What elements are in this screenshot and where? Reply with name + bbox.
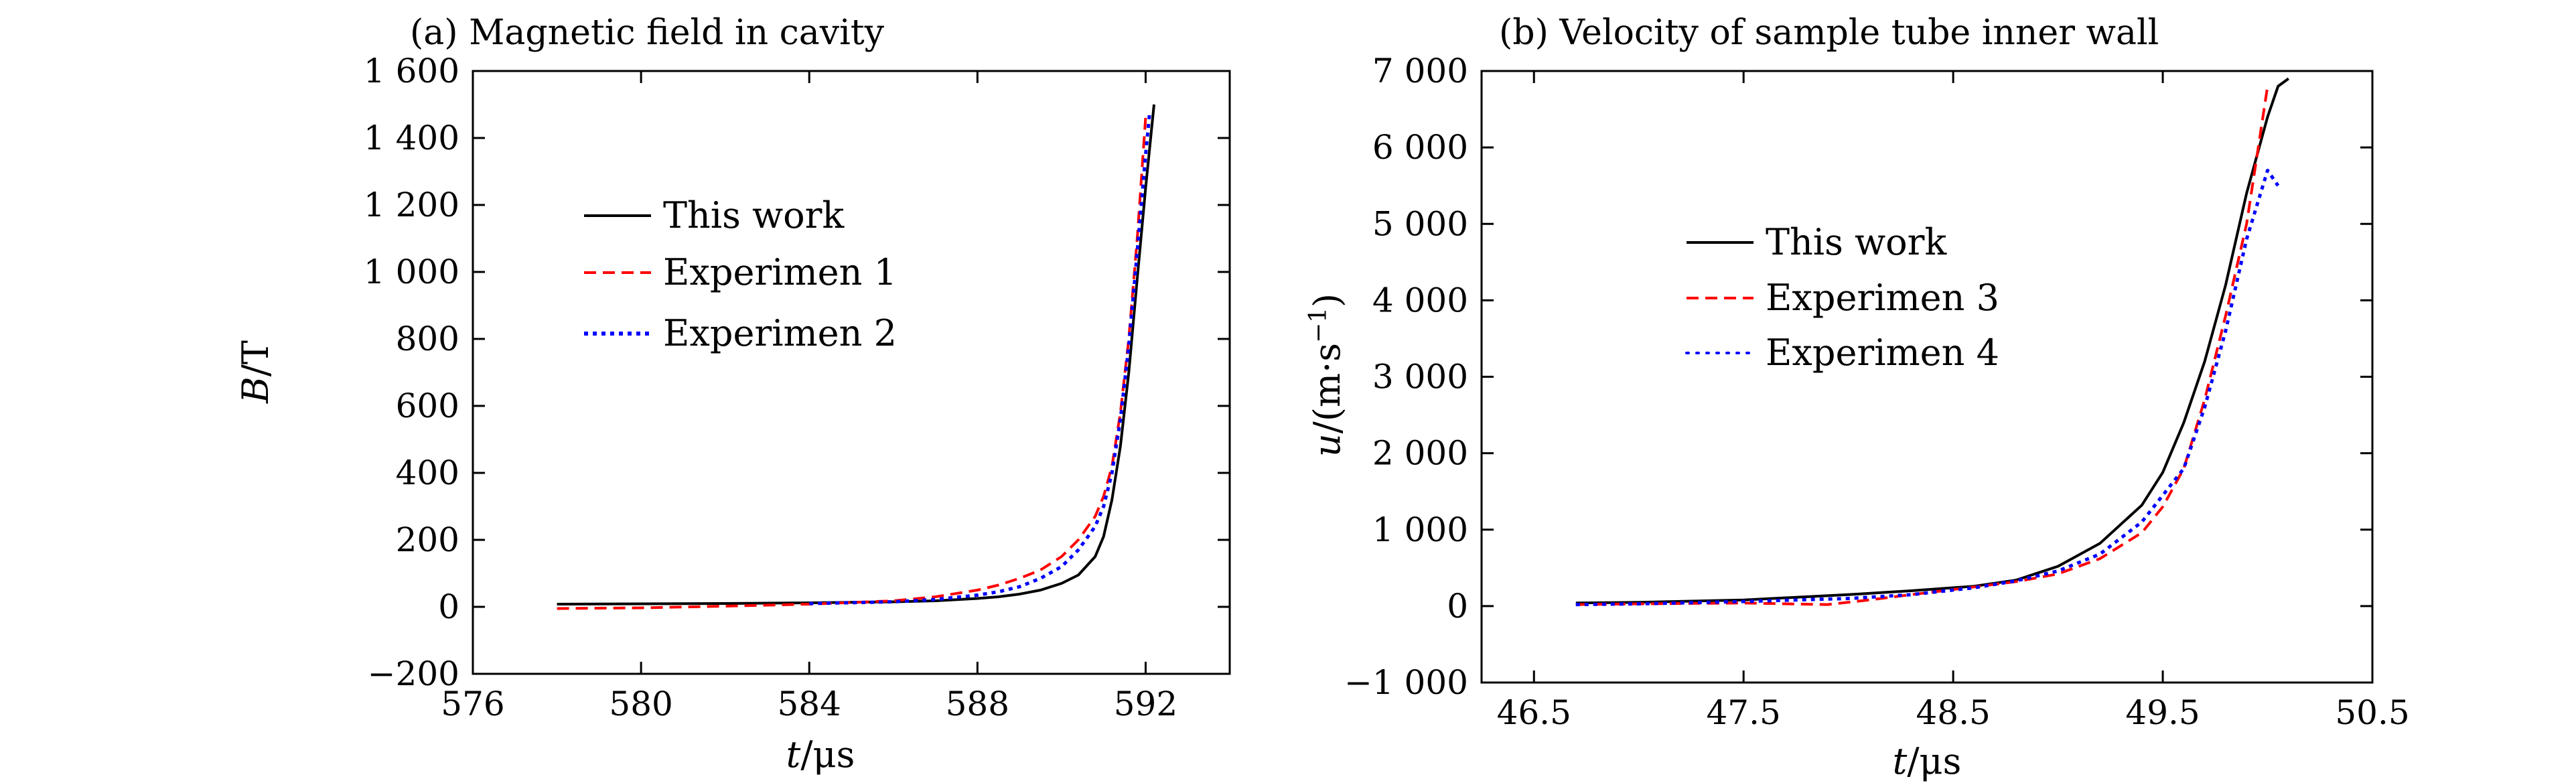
panel-b-series-line-1 bbox=[1575, 86, 2269, 606]
panel-a-x-axis-unit: /μs bbox=[800, 733, 855, 776]
panel-a-y-axis-unit: /T bbox=[234, 340, 277, 376]
panel-a-y-tick-label: 600 bbox=[396, 386, 459, 425]
panel-b-x-axis-unit: /μs bbox=[1907, 740, 1961, 782]
panel-b-series-line-0 bbox=[1575, 77, 2289, 605]
panel-a-x-axis-label: t/μs bbox=[786, 733, 855, 776]
panel-a-y-tick-label: 0 bbox=[438, 587, 459, 626]
panel-a-y-tick-label: 400 bbox=[396, 453, 459, 492]
panel-a-legend: This work Experimen 1 Experimen 2 bbox=[584, 194, 897, 354]
panel-b-title: (b) Velocity of sample tube inner wall bbox=[1499, 13, 2159, 53]
panel-a-y-axis-label: B/T bbox=[234, 340, 277, 404]
panel-a-y-tick-label: 1 600 bbox=[364, 52, 459, 90]
legend-label-this-work-b: This work bbox=[1766, 221, 1947, 263]
panel-a-plot-frame bbox=[472, 70, 1231, 675]
panel-b-y-tick-label: 7 000 bbox=[1372, 52, 1468, 90]
panel-b-series-line-2 bbox=[1575, 168, 2280, 607]
panel-b-x-tick-label: 46.5 bbox=[1497, 693, 1571, 732]
panel-b-y-axis-unit-sup: −1 bbox=[1305, 307, 1332, 343]
panel-b-y-axis-label: u/(m·s−1) bbox=[1305, 293, 1349, 457]
panel-a-ticks: 576 580 584 588 592 −200 0 200 400 600 800 1 000 1 2… bbox=[364, 52, 1230, 723]
panel-a-x-tick-label: 576 bbox=[441, 685, 504, 723]
panel-a-y-tick-label: 1 000 bbox=[364, 253, 459, 291]
panel-b-x-axis-var: t bbox=[1893, 740, 1908, 782]
panel-a-y-tick-label: 1 400 bbox=[364, 119, 459, 157]
panel-b-y-tick-label: 5 000 bbox=[1372, 204, 1468, 243]
panel-a-series-line-2 bbox=[809, 111, 1152, 606]
panel-a-series-line-1 bbox=[557, 117, 1147, 610]
panel-b-legend: This work Experimen 3 Experimen 4 bbox=[1685, 221, 1999, 374]
panel-b-x-axis-label: t/μs bbox=[1893, 740, 1962, 782]
panel-a-magnetic-field-chart: (a) Magnetic field in cavity 576 580 584 58… bbox=[234, 13, 1231, 776]
panel-a-x-tick-label: 584 bbox=[778, 685, 841, 723]
panel-b-ticks: 46.5 47.5 48.5 49.5 50.5 −1 000 0 1 000 2 000 3 0… bbox=[1344, 52, 2410, 732]
legend-label-experimen-3: Experimen 3 bbox=[1766, 277, 1999, 319]
panel-a-series bbox=[557, 104, 1155, 610]
panel-b-y-tick-label: 6 000 bbox=[1372, 128, 1468, 167]
panel-a-y-tick-label: −200 bbox=[368, 654, 459, 693]
panel-a-y-tick-label: 200 bbox=[396, 520, 459, 559]
panel-a-x-axis-var: t bbox=[786, 733, 801, 776]
panel-b-x-tick-label: 50.5 bbox=[2335, 693, 2409, 732]
panel-b-y-tick-label: −1 000 bbox=[1344, 663, 1468, 702]
legend-label-this-work-a: This work bbox=[663, 194, 845, 236]
panel-b-velocity-chart: (b) Velocity of sample tube inner wall 4… bbox=[1305, 13, 2410, 782]
panel-b-y-tick-label: 3 000 bbox=[1372, 358, 1468, 397]
panel-a-y-axis-var: B bbox=[234, 376, 277, 404]
panel-b-x-tick-label: 49.5 bbox=[2125, 693, 2200, 732]
panel-b-y-tick-label: 2 000 bbox=[1372, 434, 1468, 473]
legend-label-experimen-2: Experimen 2 bbox=[663, 312, 897, 354]
panel-b-y-axis-var: u bbox=[1306, 433, 1348, 457]
panel-a-y-tick-label: 1 200 bbox=[364, 186, 459, 224]
panel-a-x-tick-label: 592 bbox=[1114, 685, 1177, 723]
panel-b-y-axis-unit-close: ) bbox=[1306, 293, 1348, 307]
panel-b-series bbox=[1575, 77, 2289, 607]
panel-a-title: (a) Magnetic field in cavity bbox=[410, 13, 885, 53]
panel-b-y-tick-label: 0 bbox=[1447, 587, 1468, 626]
panel-a-y-tick-label: 800 bbox=[396, 319, 459, 358]
panel-b-y-tick-label: 4 000 bbox=[1372, 281, 1468, 319]
panel-b-x-tick-label: 47.5 bbox=[1707, 693, 1781, 732]
panel-a-x-tick-label: 588 bbox=[946, 685, 1009, 723]
panel-b-y-tick-label: 1 000 bbox=[1372, 510, 1468, 549]
legend-label-experimen-1: Experimen 1 bbox=[663, 251, 897, 293]
legend-label-experimen-4: Experimen 4 bbox=[1766, 332, 1999, 374]
panel-b-x-tick-label: 48.5 bbox=[1916, 693, 1990, 732]
panel-b-y-axis-unit: /(m·s bbox=[1306, 343, 1348, 433]
panel-a-x-tick-label: 580 bbox=[609, 685, 672, 723]
